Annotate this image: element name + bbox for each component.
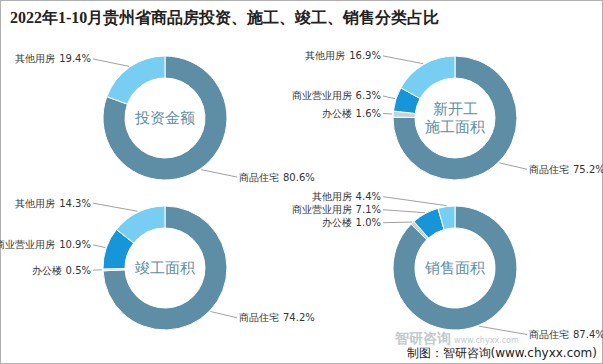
donut-panel: 新开工施工面积商品住宅 75.2% 办公楼 1.6% 商业营业用房 6.3% 其他用房 16.… xyxy=(292,50,603,180)
data-label-category: 办公楼 xyxy=(322,217,352,228)
data-label-category: 其他用房 xyxy=(15,53,55,64)
slice xyxy=(438,206,455,230)
data-label-value: 1.0% xyxy=(356,217,381,228)
title: 2022年1-10月贵州省商品房投资、施工、竣工、销售分类占比 xyxy=(10,8,439,27)
data-label: 商品住宅 74.2% xyxy=(239,312,315,323)
data-label-category: 办公楼 xyxy=(32,265,62,276)
data-label-value: 75.2% xyxy=(573,164,603,175)
watermark-url: www.chyxx.com xyxy=(454,336,519,345)
leader-line xyxy=(93,203,138,211)
data-label: 办公楼 1.6% xyxy=(322,108,381,119)
data-label-value: 10.9% xyxy=(59,239,91,250)
data-label-value: 74.2% xyxy=(283,312,315,323)
center-title-line: 竣工面积 xyxy=(135,259,195,277)
data-label: 商业营业用房 7.1% xyxy=(292,204,381,215)
slices xyxy=(103,56,227,180)
data-label: 商品住宅 80.6% xyxy=(239,172,315,183)
data-label-category: 其他用房 xyxy=(312,191,352,202)
center-title: 投资金额 xyxy=(134,109,195,127)
data-label-category: 商品住宅 xyxy=(239,312,279,323)
data-label: 商业营业用房 6.3% xyxy=(292,90,381,101)
data-labels: 商品住宅 74.2% 办公楼 0.5% 商业营业用房 10.9% 其他用房 14.3% xyxy=(0,198,315,324)
data-labels: 商品住宅 87.4% 办公楼 1.0% 商业营业用房 7.1% 其他用房 4.4% xyxy=(292,191,603,340)
leader-line xyxy=(383,210,425,213)
donut-panel: 竣工面积商品住宅 74.2% 办公楼 0.5% 商业营业用房 10.9% 其他用房 14.3% xyxy=(0,198,315,330)
data-label-category: 办公楼 xyxy=(322,108,352,119)
data-label: 其他用房 4.4% xyxy=(312,191,381,202)
center-title-line: 销售面积 xyxy=(424,259,485,277)
data-label: 商品住宅 75.2% xyxy=(529,164,603,175)
data-label-value: 16.9% xyxy=(349,50,381,61)
leader-line xyxy=(211,312,237,318)
center-title-line: 新开工 xyxy=(433,100,478,118)
donut-panel: 投资金额商品住宅 80.6% 其他用房 19.4% xyxy=(15,53,315,182)
center-title: 新开工施工面积 xyxy=(425,100,485,136)
leader-line xyxy=(93,269,102,270)
data-label: 其他用房 14.3% xyxy=(15,198,91,209)
data-label-category: 其他用房 xyxy=(305,50,345,61)
leader-line xyxy=(93,59,129,66)
leader-line xyxy=(93,245,105,248)
data-label-value: 6.3% xyxy=(356,90,381,101)
slice xyxy=(393,206,517,330)
data-label-value: 19.4% xyxy=(59,53,91,64)
frame xyxy=(1,1,603,364)
slice xyxy=(103,56,227,180)
data-label: 其他用房 19.4% xyxy=(15,53,91,64)
data-labels: 商品住宅 75.2% 办公楼 1.6% 商业营业用房 6.3% 其他用房 16.9% xyxy=(292,50,603,174)
data-label: 商品住宅 87.4% xyxy=(529,329,603,340)
data-label-category: 商品住宅 xyxy=(529,329,569,340)
leader-line xyxy=(383,197,446,206)
data-label-value: 1.6% xyxy=(356,108,381,119)
center-title: 竣工面积 xyxy=(135,259,195,277)
data-label: 商业营业用房 10.9% xyxy=(0,239,91,250)
slices xyxy=(103,206,227,330)
data-label-category: 其他用房 xyxy=(15,198,55,209)
leader-line xyxy=(499,163,527,169)
data-label-category: 商业营业用房 xyxy=(292,90,352,101)
data-label-value: 14.3% xyxy=(59,198,91,209)
leader-line xyxy=(383,113,392,115)
data-label-value: 87.4% xyxy=(573,329,603,340)
data-label: 办公楼 0.5% xyxy=(32,265,91,276)
leader-line xyxy=(383,222,412,224)
watermark-name: 智研咨询 xyxy=(394,330,451,346)
watermark: 智研咨询www.chyxx.com xyxy=(394,330,519,346)
donut-panel: 销售面积商品住宅 87.4% 办公楼 1.0% 商业营业用房 7.1% 其他用房 4.4% xyxy=(292,191,603,340)
data-label-category: 商业营业用房 xyxy=(0,239,55,250)
data-label-value: 0.5% xyxy=(66,265,91,276)
center-title: 销售面积 xyxy=(424,259,485,277)
leader-line xyxy=(201,170,237,177)
slice xyxy=(116,206,165,243)
leader-line xyxy=(383,96,395,99)
slices xyxy=(393,206,517,330)
data-label: 办公楼 1.0% xyxy=(322,217,381,228)
data-label-category: 商品住宅 xyxy=(529,164,569,175)
source: 制图：智研咨询(www.chyxx.com) xyxy=(407,346,597,360)
leader-line xyxy=(383,56,423,64)
data-label-category: 商品住宅 xyxy=(239,172,279,183)
chart-canvas: 2022年1-10月贵州省商品房投资、施工、竣工、销售分类占比投资金额商品住宅 8… xyxy=(0,0,603,364)
data-label-value: 80.6% xyxy=(283,172,315,183)
slice xyxy=(401,56,455,99)
center-title-line: 投资金额 xyxy=(134,109,195,127)
slices xyxy=(393,56,517,180)
data-label-value: 4.4% xyxy=(356,191,381,202)
data-label-category: 商业营业用房 xyxy=(292,204,352,215)
slice xyxy=(393,56,517,180)
leader-line xyxy=(479,326,527,334)
data-labels: 商品住宅 80.6% 其他用房 19.4% xyxy=(15,53,315,182)
data-label-value: 7.1% xyxy=(356,204,381,215)
center-title-line: 施工面积 xyxy=(425,118,485,136)
slice xyxy=(103,206,227,330)
data-label: 其他用房 16.9% xyxy=(305,50,381,61)
